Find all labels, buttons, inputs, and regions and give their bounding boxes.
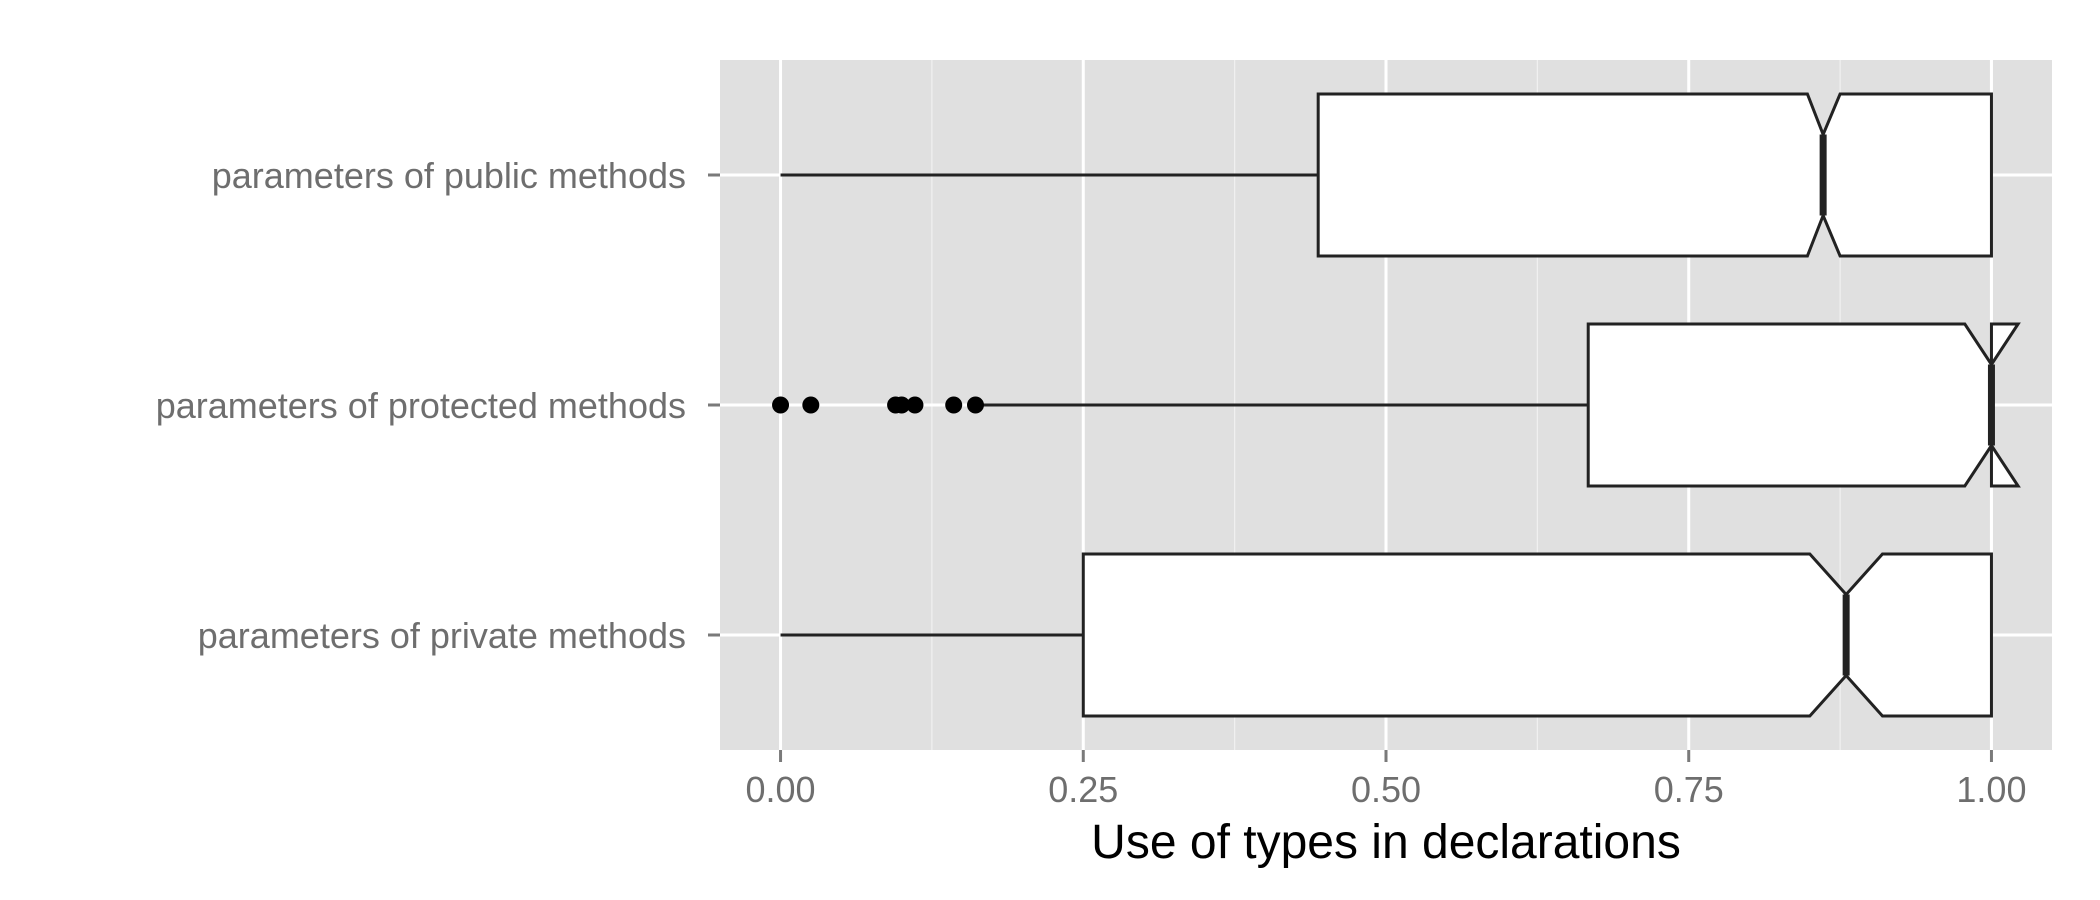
x-tick-label: 0.75 xyxy=(1654,769,1724,810)
outlier-point xyxy=(967,396,985,414)
x-axis: 0.00 0.25 0.50 0.75 1.00 xyxy=(746,750,2026,810)
y-tick-label: parameters of public methods xyxy=(212,155,686,196)
notched-box xyxy=(1586,322,2021,488)
outlier-point xyxy=(893,396,911,414)
x-tick-label: 1.00 xyxy=(1956,769,2026,810)
x-tick-label: 0.25 xyxy=(1048,769,1118,810)
box-group xyxy=(780,552,1993,718)
box-group xyxy=(780,92,1993,258)
y-tick-label: parameters of protected methods xyxy=(156,385,686,426)
box-group xyxy=(772,322,2021,488)
outlier-point xyxy=(772,396,790,414)
notched-box xyxy=(1316,92,1993,258)
y-tick-label: parameters of private methods xyxy=(198,615,686,656)
x-tick-label: 0.50 xyxy=(1351,769,1421,810)
boxes-layer xyxy=(772,92,2021,718)
notched-box xyxy=(1081,552,1993,718)
x-tick-label: 0.00 xyxy=(746,769,816,810)
y-axis: parameters of public methods parameters o… xyxy=(156,155,720,656)
outlier-point xyxy=(802,396,820,414)
x-axis-title: Use of types in declarations xyxy=(1091,816,1681,869)
outlier-point xyxy=(945,396,963,414)
outlier-point xyxy=(906,396,924,414)
